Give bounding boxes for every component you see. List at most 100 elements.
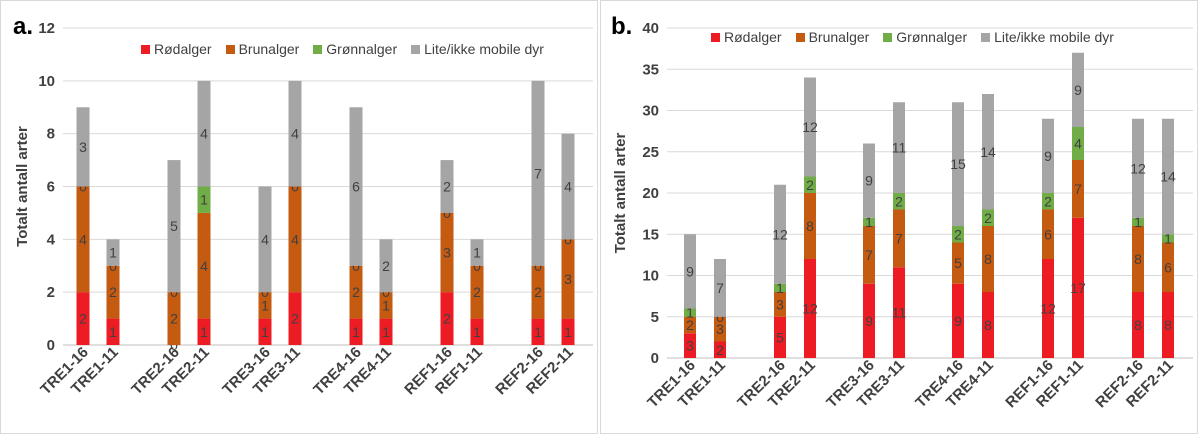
legend-item-lite: Lite/ikke mobile dyr <box>411 41 544 57</box>
bar-segment-brunalger <box>1132 226 1144 292</box>
data-label: 8 <box>1134 251 1142 267</box>
data-label: 9 <box>1044 148 1052 164</box>
data-label: 12 <box>772 226 788 242</box>
bar-segment-lite <box>470 239 484 266</box>
chart-panel-b: 0 5 10 15 20 25 30 35 40 Totalt antall arter 3 2 1 9 T… <box>600 0 1198 434</box>
data-label: 1 <box>382 297 390 313</box>
bar-segment-lite <box>982 94 994 210</box>
legend-swatch <box>225 44 235 54</box>
bar-segment-lite <box>76 107 90 187</box>
y-tick-label: 0 <box>651 350 659 367</box>
data-label: 2 <box>954 226 962 242</box>
legend-item-gronnalger: Grønnalger <box>883 29 967 45</box>
data-label: 9 <box>1074 82 1082 98</box>
legend-swatch <box>883 32 893 42</box>
bar-segment-brunalger <box>982 226 994 292</box>
bar-segment-rodalger <box>76 292 90 345</box>
data-label: 2 <box>716 342 724 358</box>
bar-segment-rodalger <box>1132 292 1144 358</box>
data-label: 2 <box>291 311 299 327</box>
data-label: 7 <box>895 230 903 246</box>
data-label: 6 <box>1044 226 1052 242</box>
y-tick-label: 20 <box>642 185 659 202</box>
bar-segment-rodalger <box>774 316 786 358</box>
data-label: 2 <box>895 193 903 209</box>
data-label: 2 <box>1044 193 1052 209</box>
data-label: 1 <box>352 324 360 340</box>
data-label: 15 <box>950 156 966 172</box>
bar-segment-brunalger <box>106 265 120 319</box>
data-label: 4 <box>291 126 299 142</box>
data-label: 2 <box>534 284 542 300</box>
bar-segment-rodalger <box>1162 292 1174 358</box>
data-label: 12 <box>1040 301 1056 317</box>
y-tick-label: 10 <box>642 268 659 285</box>
data-label: 5 <box>954 255 962 271</box>
data-label: 11 <box>892 305 907 321</box>
data-label: 8 <box>984 251 992 267</box>
data-label: 1 <box>261 297 269 313</box>
data-label: 6 <box>1164 259 1172 275</box>
legend-label: Brunalger <box>238 41 300 57</box>
y-axis-label: Totalt antall arter <box>612 133 629 254</box>
bar-segment-brunalger <box>76 186 90 293</box>
y-tick-label: 10 <box>38 73 55 90</box>
data-label: 2 <box>984 210 992 226</box>
bar-segment-rodalger <box>288 292 302 345</box>
bar-segment-lite <box>893 102 905 193</box>
bar-segment-rodalger <box>952 283 964 358</box>
bar-segment-lite <box>863 143 875 218</box>
data-label: 3 <box>79 139 87 155</box>
bar-segment-lite <box>106 239 120 266</box>
data-label: 8 <box>1134 317 1142 333</box>
bar-segment-rodalger <box>893 267 905 358</box>
bar-segment-brunalger <box>774 292 786 317</box>
data-label: 1 <box>564 324 572 340</box>
bar-segment-brunalger <box>1042 209 1054 259</box>
bar-segment-rodalger <box>197 318 211 345</box>
y-tick-label: 30 <box>642 103 659 120</box>
bar-segment-lite <box>774 184 786 284</box>
data-label: 4 <box>564 179 572 195</box>
legend-label: Grønnalger <box>326 41 398 57</box>
legend-item-brunalger: Brunalger <box>225 41 300 57</box>
data-label: 7 <box>716 280 724 296</box>
data-label: 1 <box>200 324 208 340</box>
bar-segment-brunalger <box>349 265 363 319</box>
data-label: 1 <box>261 324 269 340</box>
data-label: 9 <box>686 263 694 279</box>
bar-segment-brunalger <box>1072 160 1084 218</box>
legend-label: Lite/ikke mobile dyr <box>994 29 1114 45</box>
legend-label: Brunalger <box>808 29 870 45</box>
bar-segment-lite <box>531 80 545 266</box>
bar-segment-gronnalger <box>197 186 211 213</box>
y-tick-label: 8 <box>47 126 55 143</box>
bar-segment-brunalger <box>1162 242 1174 292</box>
bar-segment-lite <box>1162 118 1174 235</box>
data-label: 8 <box>806 218 814 234</box>
data-label: 4 <box>1074 136 1082 152</box>
bar-segment-rodalger <box>982 292 994 358</box>
legend-item-brunalger: Brunalger <box>795 29 870 45</box>
bar-segment-lite <box>349 107 363 266</box>
bar-segment-lite <box>1072 52 1084 127</box>
data-label: 3 <box>716 321 724 337</box>
bar-segment-lite <box>167 160 181 293</box>
data-label: 14 <box>1160 169 1176 185</box>
bar-segment-lite <box>288 80 302 187</box>
bar-segment-brunalger <box>288 186 302 293</box>
legend-label: Rødalger <box>724 29 782 45</box>
y-tick-label: 6 <box>47 179 55 196</box>
panel-label-a: a. <box>13 13 34 40</box>
bar-segment-gronnalger <box>893 193 905 210</box>
bar-segment-rodalger <box>714 341 726 358</box>
data-label: 1 <box>473 245 481 261</box>
data-label: 2 <box>109 284 117 300</box>
bar-segment-brunalger <box>561 239 575 319</box>
legend-label: Grønnalger <box>896 29 968 45</box>
data-label: 1 <box>200 192 208 208</box>
legend-swatch <box>981 32 991 42</box>
legend-swatch <box>411 44 421 54</box>
data-label: 4 <box>200 126 208 142</box>
bar-segment-rodalger <box>440 292 454 345</box>
